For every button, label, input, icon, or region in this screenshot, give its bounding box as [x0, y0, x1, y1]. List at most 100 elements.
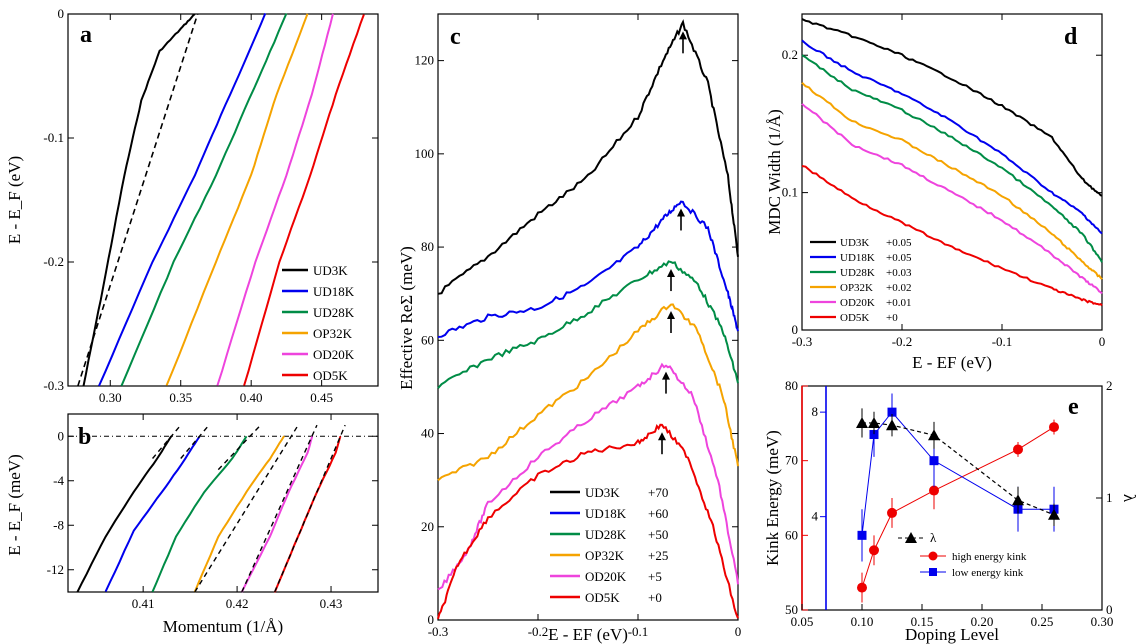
y-tick-label: 0	[792, 322, 799, 337]
fit-line-OD5K	[274, 424, 346, 593]
x-tick-label: 0.20	[971, 614, 994, 629]
legend-label: UD28K	[840, 267, 875, 279]
fit-line-OD20K	[241, 424, 318, 593]
point-low-energy-kink	[929, 456, 939, 466]
x-tick-label: -0.2	[528, 624, 549, 639]
x-tick-label: 0.10	[851, 614, 874, 629]
x-tick-label: 0.41	[132, 596, 155, 611]
y-axis-label: E - E_F (meV)	[5, 454, 24, 556]
legend-offset: +70	[648, 485, 668, 500]
panel-label: c	[450, 24, 461, 50]
legend-label: OD20K	[840, 297, 875, 309]
line-OD20K	[437, 362, 739, 591]
legend-offset: +5	[648, 569, 662, 584]
legend-label: UD18K	[840, 252, 875, 264]
legend-label: λ	[930, 530, 937, 545]
inner-tick-label: 8	[812, 404, 819, 419]
x-tick-label: 0.05	[791, 614, 814, 629]
fit-line-UD28K	[217, 424, 262, 471]
panel-e: 50 60 70 80 0 1 2 0.05 0.10 0.15 0.20 0.25 0.30 4 8 λ hi…	[763, 378, 1136, 644]
x-axis-label: E - EF (eV)	[912, 353, 992, 372]
line-UD28K	[151, 435, 248, 593]
legend-label: OP32K	[313, 326, 353, 341]
legend-label: high energy kink	[952, 551, 1027, 563]
legend-label: UD18K	[313, 284, 355, 299]
kink-arrowhead	[667, 311, 675, 320]
line-OD5K	[243, 14, 365, 386]
panel-a: 0.30 0.35 0.40 0.45 -0.3 -0.2 -0.1 0a E - E_F (e…	[5, 6, 379, 405]
line-UD28K	[437, 260, 739, 389]
line-UD18K	[801, 39, 1103, 235]
legend-offset: +60	[648, 506, 668, 521]
y2-tick-label: 1	[1106, 490, 1113, 505]
legend-offset: +0	[648, 590, 662, 605]
point-lambda	[928, 429, 940, 441]
legend-label: OD5K	[840, 312, 869, 324]
x-tick-label: 0.30	[99, 390, 122, 405]
fit-line-OP32K	[194, 424, 299, 593]
legend-offset: +0.05	[886, 252, 912, 264]
kink-arrowhead	[677, 208, 685, 217]
line-UD18K	[98, 13, 267, 387]
point-high-energy-kink	[887, 507, 897, 518]
panel-label: a	[80, 22, 92, 48]
kink-arrowhead	[658, 432, 666, 441]
inner-tick-label: 4	[812, 509, 819, 524]
y-tick-label: 0.2	[782, 47, 798, 62]
y-axis-label: E - E_F (eV)	[5, 156, 24, 244]
x-tick-label: 0	[1099, 334, 1106, 349]
y2-tick-label: 0	[1106, 602, 1113, 617]
y-tick-label: -0.3	[43, 378, 64, 393]
y-tick-label: 0	[428, 612, 435, 627]
line-UD18K	[104, 436, 201, 593]
point-lambda	[856, 416, 868, 428]
y-tick-label: 120	[415, 53, 435, 68]
point-high-energy-kink	[857, 582, 867, 593]
point-high-energy-kink	[869, 545, 879, 556]
x-tick-label: -0.3	[792, 334, 813, 349]
x-tick-label: -0.1	[992, 334, 1013, 349]
legend-label: UD3K	[840, 237, 869, 249]
y2-tick-label: 2	[1106, 378, 1113, 393]
line-UD3K	[801, 18, 1103, 197]
y-tick-label: -4	[53, 473, 64, 488]
legend-label: OD20K	[585, 569, 627, 584]
x-tick-label: 0	[735, 624, 742, 639]
point-low-energy-kink	[857, 530, 867, 540]
point-lambda	[1048, 508, 1060, 520]
y-tick-label: 80	[421, 239, 434, 254]
legend-marker	[928, 551, 938, 561]
y-tick-label: 100	[415, 146, 435, 161]
kink-arrowhead	[679, 31, 687, 40]
legend-label: UD18K	[585, 506, 627, 521]
kink-arrowhead	[667, 269, 675, 278]
line-OP32K	[165, 13, 309, 386]
y-tick-label: 0	[58, 6, 65, 21]
x-tick-label: 0.43	[320, 596, 343, 611]
legend-label: OD5K	[585, 590, 620, 605]
legend-label: OD20K	[313, 347, 355, 362]
legend-label: OP32K	[585, 548, 625, 563]
y-tick-label: -12	[47, 562, 64, 577]
y-tick-label: 50	[785, 602, 798, 617]
line-high-energy-kink	[861, 426, 1055, 588]
line-OP32K	[801, 81, 1103, 280]
line-UD28K	[120, 13, 288, 387]
y-tick-label: 60	[421, 332, 434, 347]
x-tick-label: 0.40	[240, 390, 263, 405]
y-axis-label: Effective ReΣ (meV)	[397, 246, 416, 390]
x-axis-label: E - EF (eV)	[548, 625, 628, 644]
x-tick-label: 0.42	[226, 596, 249, 611]
y-tick-label: -0.2	[43, 254, 64, 269]
legend-offset: +0.01	[886, 297, 911, 309]
x-tick-label: 0.25	[1031, 614, 1054, 629]
y-tick-label: 0	[58, 428, 65, 443]
panel-label: b	[78, 424, 91, 450]
kink-arrowhead	[662, 371, 670, 380]
x-tick-label: -0.3	[428, 624, 449, 639]
line-lambda	[862, 422, 1055, 516]
x-tick-label: 0.30	[1091, 614, 1114, 629]
legend-marker	[929, 568, 937, 576]
y-tick-label: 80	[785, 378, 798, 393]
fit-line-UD3K	[152, 424, 182, 459]
